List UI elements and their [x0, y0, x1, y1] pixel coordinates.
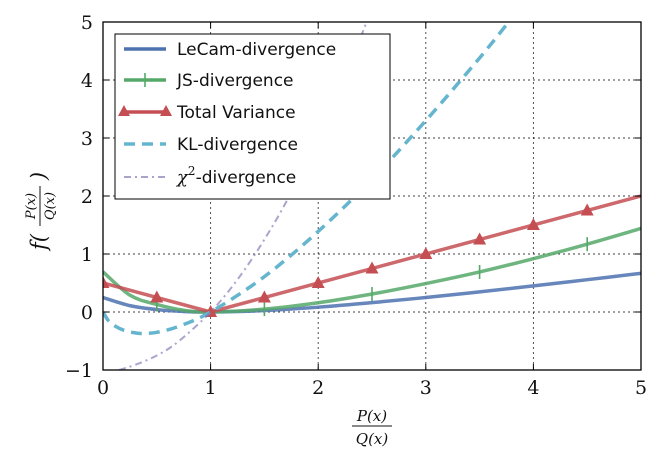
y-axis-label: f( P(x) Q(x) ) [24, 172, 58, 252]
x-tick-label: 4 [527, 377, 539, 399]
series-layer [103, 22, 641, 370]
series-marker-tv [473, 232, 487, 245]
legend-item-lecam: LeCam-divergence [124, 40, 336, 60]
y-axis-label-denominator: Q(x) [43, 192, 58, 220]
y-tick-label: 4 [81, 70, 93, 92]
series-marker-tv [419, 247, 433, 259]
y-axis-label-suffix: ) [27, 172, 51, 181]
series-marker-tv [150, 290, 164, 303]
legend-label-kl: KL-divergence [177, 135, 298, 155]
legend-box [114, 33, 391, 200]
x-axis-label: P(x) Q(x) [352, 407, 392, 448]
series-marker-tv [257, 290, 271, 303]
y-tick-label: 3 [81, 128, 93, 150]
legend-label-tv: Total Variance [176, 103, 296, 123]
legend-item-js: JS-divergence [124, 71, 294, 91]
legend-label-chi2-rest: -divergence [196, 168, 297, 188]
x-tick-label: 0 [97, 377, 109, 399]
series-marker-tv [526, 218, 540, 230]
legend: LeCam-divergence JS-divergence Total Var… [114, 33, 391, 200]
series-marker-tv [103, 276, 110, 288]
y-tick-label: 0 [81, 302, 93, 324]
legend-label-lecam: LeCam-divergence [177, 40, 336, 60]
series-line-kl [103, 22, 511, 336]
y-axis-label-numerator: P(x) [24, 193, 39, 220]
legend-label-chi2-base: χ [175, 167, 189, 188]
legend-label-js: JS-divergence [176, 71, 294, 91]
y-tick-label: 5 [81, 12, 93, 34]
y-tick-label: 2 [81, 186, 93, 208]
legend-swatch-tv-marker-left [118, 105, 130, 116]
x-tick-label: 5 [635, 377, 647, 399]
legend-label-chi2: χ2-divergence [175, 164, 296, 188]
x-tick-label: 3 [420, 377, 432, 399]
legend-label-chi2-sup: 2 [188, 164, 196, 178]
series-marker-tv [580, 203, 594, 216]
x-axis-label-denominator: Q(x) [356, 430, 389, 448]
x-tick-label: 2 [312, 377, 324, 399]
y-tick-label: −1 [65, 360, 93, 382]
legend-swatch-tv-marker-right [160, 105, 172, 116]
legend-item-chi2: χ2-divergence [124, 164, 296, 188]
series-marker-tv [365, 261, 379, 274]
legend-item-tv: Total Variance [118, 103, 296, 123]
y-tick-label: 1 [81, 244, 93, 266]
legend-item-kl: KL-divergence [124, 135, 298, 155]
x-tick-label: 1 [205, 377, 217, 399]
series-marker-tv [311, 276, 325, 288]
y-axis-label-prefix: f( [27, 233, 51, 252]
x-axis-label-numerator: P(x) [356, 407, 387, 425]
